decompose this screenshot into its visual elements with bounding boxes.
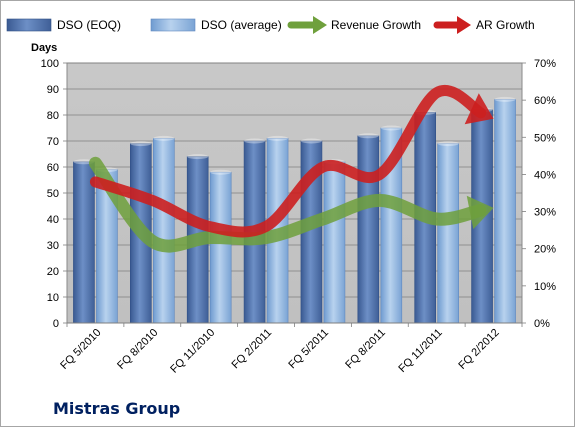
right-tick-label: 40%	[534, 169, 556, 181]
ar-growth-arrowhead	[464, 93, 494, 125]
bar-dso-average-cap	[153, 135, 175, 141]
bar-dso-average-cap	[494, 96, 516, 102]
x-tick-label: FQ 2/2012	[456, 327, 501, 372]
bar-dso-eoq-cap	[300, 138, 322, 144]
legend-arrow-revenue-growth	[287, 16, 327, 34]
bar-dso-average	[153, 138, 175, 324]
bar-dso-eoq	[357, 135, 380, 324]
legend-label-ar-growth: AR Growth	[476, 18, 535, 32]
bar-series	[67, 96, 522, 324]
bar-dso-eoq-cap	[187, 154, 209, 160]
x-tick-label: FQ 5/2010	[58, 327, 103, 372]
left-tick-label: 70	[47, 136, 59, 148]
bar-dso-average-cap	[210, 169, 232, 175]
right-tick-label: 60%	[534, 95, 556, 107]
bar-dso-eoq-cap	[357, 133, 379, 139]
bar-dso-average	[323, 161, 346, 324]
right-tick-label: 50%	[534, 132, 556, 144]
revenue-growth-arrowhead	[466, 195, 494, 230]
legend-label-dso-eoq: DSO (EOQ)	[57, 18, 121, 32]
left-axis-ticks: 0 10 20 30 40 50 60 70 80 90 100	[41, 58, 67, 330]
bar-dso-eoq	[73, 161, 95, 324]
left-tick-label: 60	[47, 162, 59, 174]
company-name: Mistras Group	[53, 399, 181, 418]
legend-swatch-dso-average	[150, 18, 196, 32]
x-tick-label: FQ 11/2010	[168, 327, 217, 376]
right-tick-label: 70%	[534, 58, 556, 70]
bar-dso-eoq-cap	[244, 138, 266, 144]
right-tick-label: 10%	[534, 281, 556, 293]
right-axis-ticks: 0% 10% 20% 30% 40% 50% 60% 70%	[522, 58, 556, 330]
right-tick-label: 20%	[534, 244, 556, 256]
bar-dso-average-cap	[267, 135, 289, 141]
bar-dso-eoq-cap	[130, 141, 152, 147]
ar-growth-line	[89, 85, 487, 238]
x-tick-label: FQ 8/2011	[343, 327, 388, 372]
right-tick-label: 0%	[534, 318, 550, 330]
bar-dso-average-cap	[437, 141, 459, 147]
left-tick-label: 50	[47, 188, 59, 200]
bar-dso-average-cap	[380, 125, 402, 131]
left-tick-label: 100	[41, 58, 59, 70]
left-tick-label: 30	[47, 240, 59, 252]
bar-dso-average	[437, 143, 459, 324]
bar-dso-average	[494, 99, 516, 324]
x-tick-label: FQ 8/2010	[115, 327, 160, 372]
legend-swatch-dso-eoq	[6, 18, 52, 32]
x-tick-label: FQ 2/2011	[230, 327, 275, 372]
chart-legend: DSO (EOQ) DSO (average) Revenue Growth A…	[6, 16, 535, 34]
legend-label-dso-average: DSO (average)	[201, 18, 282, 32]
legend-arrow-ar-growth	[433, 16, 471, 34]
left-tick-label: 10	[47, 292, 59, 304]
left-tick-label: 40	[47, 214, 59, 226]
left-tick-label: 20	[47, 266, 59, 278]
left-tick-label: 80	[47, 110, 59, 122]
growth-arrows	[88, 85, 494, 253]
x-axis-ticks: FQ 5/2010 FQ 8/2010 FQ 11/2010 FQ 2/2011 FQ …	[58, 323, 523, 376]
legend-label-revenue-growth: Revenue Growth	[331, 18, 421, 32]
x-tick-label: FQ 11/2011	[396, 327, 444, 375]
bar-dso-average	[209, 171, 232, 324]
left-tick-label: 90	[47, 84, 59, 96]
revenue-growth-line	[88, 156, 487, 253]
x-tick-label: FQ 5/2011	[286, 327, 331, 372]
right-tick-label: 30%	[534, 207, 556, 219]
y-axis-title: Days	[31, 42, 57, 54]
left-tick-label: 0	[53, 318, 59, 330]
